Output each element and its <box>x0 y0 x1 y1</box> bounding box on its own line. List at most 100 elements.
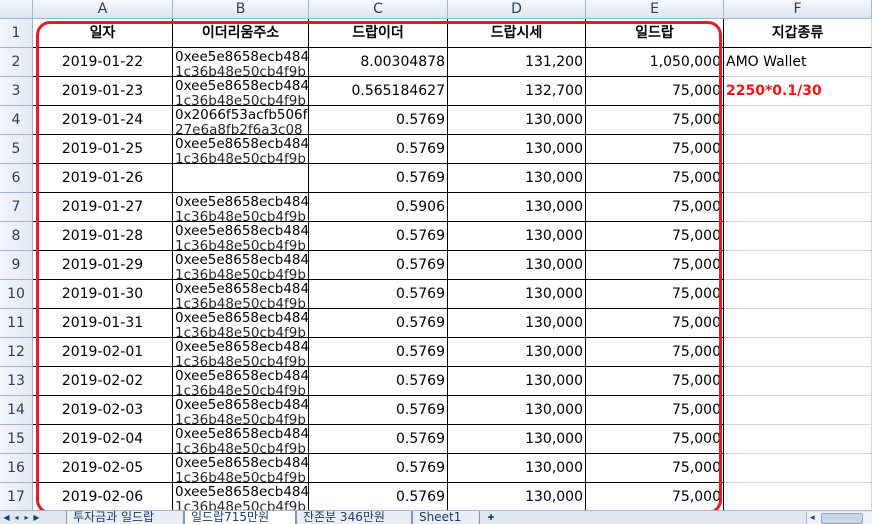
address-cell[interactable]: 0xee5e8658ecb484 1c36b48e50cb4f9b <box>173 367 309 396</box>
row-header[interactable]: 12 <box>0 338 33 367</box>
row-header[interactable]: 17 <box>0 483 33 510</box>
header-cell[interactable]: 일자 <box>33 19 173 48</box>
row-header[interactable]: 3 <box>0 77 33 106</box>
row-header[interactable]: 5 <box>0 135 33 164</box>
first-sheet-icon[interactable]: ◀ <box>3 513 10 522</box>
column-header-e[interactable]: E <box>586 0 724 19</box>
date-cell[interactable]: 2019-01-29 <box>33 251 173 280</box>
row-header[interactable]: 10 <box>0 280 33 309</box>
address-cell[interactable]: 0xee5e8658ecb484 1c36b48e50cb4f9b <box>173 222 309 251</box>
drop-eth-cell[interactable]: 0.5769 <box>309 309 448 338</box>
date-cell[interactable]: 2019-01-24 <box>33 106 173 135</box>
drop-eth-cell[interactable]: 8.00304878 <box>309 48 448 77</box>
wallet-cell[interactable] <box>724 338 872 367</box>
address-cell[interactable]: 0x2066f53acfb506f 27e6a8fb2f6a3c08 <box>173 106 309 135</box>
date-cell[interactable]: 2019-02-03 <box>33 396 173 425</box>
date-cell[interactable]: 2019-01-27 <box>33 193 173 222</box>
drop-eth-cell[interactable]: 0.5769 <box>309 483 448 510</box>
date-cell[interactable]: 2019-02-05 <box>33 454 173 483</box>
scroll-left-icon[interactable]: ◂ <box>810 513 815 523</box>
wallet-cell[interactable] <box>724 367 872 396</box>
wallet-cell[interactable]: 2250*0.1/30 <box>724 77 872 106</box>
row-header[interactable]: 14 <box>0 396 33 425</box>
price-cell[interactable]: 130,000 <box>448 338 586 367</box>
row-header[interactable]: 8 <box>0 222 33 251</box>
drop-eth-cell[interactable]: 0.5769 <box>309 106 448 135</box>
price-cell[interactable]: 130,000 <box>448 222 586 251</box>
header-cell[interactable]: 지갑종류 <box>724 19 872 48</box>
daily-drop-cell[interactable]: 75,000 <box>586 396 724 425</box>
row-header[interactable]: 9 <box>0 251 33 280</box>
column-header-a[interactable]: A <box>33 0 173 19</box>
address-cell[interactable]: 0xee5e8658ecb484 1c36b48e50cb4f9b <box>173 425 309 454</box>
daily-drop-cell[interactable]: 75,000 <box>586 454 724 483</box>
horizontal-scrollbar[interactable]: ◂ <box>806 512 872 524</box>
daily-drop-cell[interactable]: 75,000 <box>586 135 724 164</box>
row-header[interactable]: 4 <box>0 106 33 135</box>
row-header[interactable]: 11 <box>0 309 33 338</box>
header-cell[interactable]: 드랍시세 <box>448 19 586 48</box>
price-cell[interactable]: 130,000 <box>448 454 586 483</box>
price-cell[interactable]: 130,000 <box>448 106 586 135</box>
daily-drop-cell[interactable]: 75,000 <box>586 164 724 193</box>
drop-eth-cell[interactable]: 0.5769 <box>309 425 448 454</box>
column-header-f[interactable]: F <box>724 0 872 19</box>
wallet-cell[interactable] <box>724 164 872 193</box>
price-cell[interactable]: 130,000 <box>448 135 586 164</box>
wallet-cell[interactable] <box>724 396 872 425</box>
drop-eth-cell[interactable]: 0.5769 <box>309 135 448 164</box>
insert-sheet-icon[interactable]: ✚ <box>487 513 495 522</box>
price-cell[interactable]: 130,000 <box>448 425 586 454</box>
column-header-b[interactable]: B <box>173 0 309 19</box>
drop-eth-cell[interactable]: 0.5769 <box>309 222 448 251</box>
wallet-cell[interactable] <box>724 309 872 338</box>
wallet-cell[interactable] <box>724 222 872 251</box>
row-header[interactable]: 1 <box>0 19 33 48</box>
price-cell[interactable]: 130,000 <box>448 280 586 309</box>
drop-eth-cell[interactable]: 0.5906 <box>309 193 448 222</box>
drop-eth-cell[interactable]: 0.5769 <box>309 396 448 425</box>
drop-eth-cell[interactable]: 0.565184627 <box>309 77 448 106</box>
daily-drop-cell[interactable]: 75,000 <box>586 251 724 280</box>
address-cell[interactable]: 0xee5e8658ecb484 1c36b48e50cb4f9b <box>173 135 309 164</box>
address-cell[interactable]: 0xee5e8658ecb484 1c36b48e50cb4f9b <box>173 396 309 425</box>
daily-drop-cell[interactable]: 75,000 <box>586 222 724 251</box>
address-cell[interactable]: 0xee5e8658ecb484 1c36b48e50cb4f9b <box>173 193 309 222</box>
wallet-cell[interactable] <box>724 483 872 510</box>
price-cell[interactable]: 130,000 <box>448 251 586 280</box>
date-cell[interactable]: 2019-01-25 <box>33 135 173 164</box>
date-cell[interactable]: 2019-02-06 <box>33 483 173 510</box>
wallet-cell[interactable] <box>724 280 872 309</box>
header-cell[interactable]: 일드랍 <box>586 19 724 48</box>
date-cell[interactable]: 2019-01-23 <box>33 77 173 106</box>
daily-drop-cell[interactable]: 75,000 <box>586 193 724 222</box>
drop-eth-cell[interactable]: 0.5769 <box>309 251 448 280</box>
daily-drop-cell[interactable]: 75,000 <box>586 280 724 309</box>
row-header[interactable]: 7 <box>0 193 33 222</box>
wallet-cell[interactable] <box>724 135 872 164</box>
daily-drop-cell[interactable]: 75,000 <box>586 367 724 396</box>
row-header[interactable]: 2 <box>0 48 33 77</box>
address-cell[interactable]: 0xee5e8658ecb484 1c36b48e50cb4f9b <box>173 48 309 77</box>
date-cell[interactable]: 2019-01-30 <box>33 280 173 309</box>
row-header[interactable]: 6 <box>0 164 33 193</box>
price-cell[interactable]: 130,000 <box>448 164 586 193</box>
date-cell[interactable]: 2019-01-31 <box>33 309 173 338</box>
wallet-cell[interactable]: AMO Wallet <box>724 48 872 77</box>
address-cell[interactable]: 0xee5e8658ecb484 1c36b48e50cb4f9b <box>173 309 309 338</box>
price-cell[interactable]: 130,000 <box>448 309 586 338</box>
address-cell[interactable]: 0xee5e8658ecb484 1c36b48e50cb4f9b <box>173 251 309 280</box>
daily-drop-cell[interactable]: 1,050,000 <box>586 48 724 77</box>
address-cell[interactable]: 0xee5e8658ecb484 1c36b48e50cb4f9b <box>173 454 309 483</box>
header-cell[interactable]: 드랍이더 <box>309 19 448 48</box>
daily-drop-cell[interactable]: 75,000 <box>586 483 724 510</box>
column-header-c[interactable]: C <box>309 0 448 19</box>
wallet-cell[interactable] <box>724 193 872 222</box>
last-sheet-icon[interactable]: ▶ <box>33 513 40 522</box>
price-cell[interactable]: 131,200 <box>448 48 586 77</box>
address-cell[interactable]: 0xee5e8658ecb484 1c36b48e50cb4f9b <box>173 483 309 510</box>
wallet-cell[interactable] <box>724 425 872 454</box>
drop-eth-cell[interactable]: 0.5769 <box>309 338 448 367</box>
daily-drop-cell[interactable]: 75,000 <box>586 309 724 338</box>
date-cell[interactable]: 2019-01-28 <box>33 222 173 251</box>
